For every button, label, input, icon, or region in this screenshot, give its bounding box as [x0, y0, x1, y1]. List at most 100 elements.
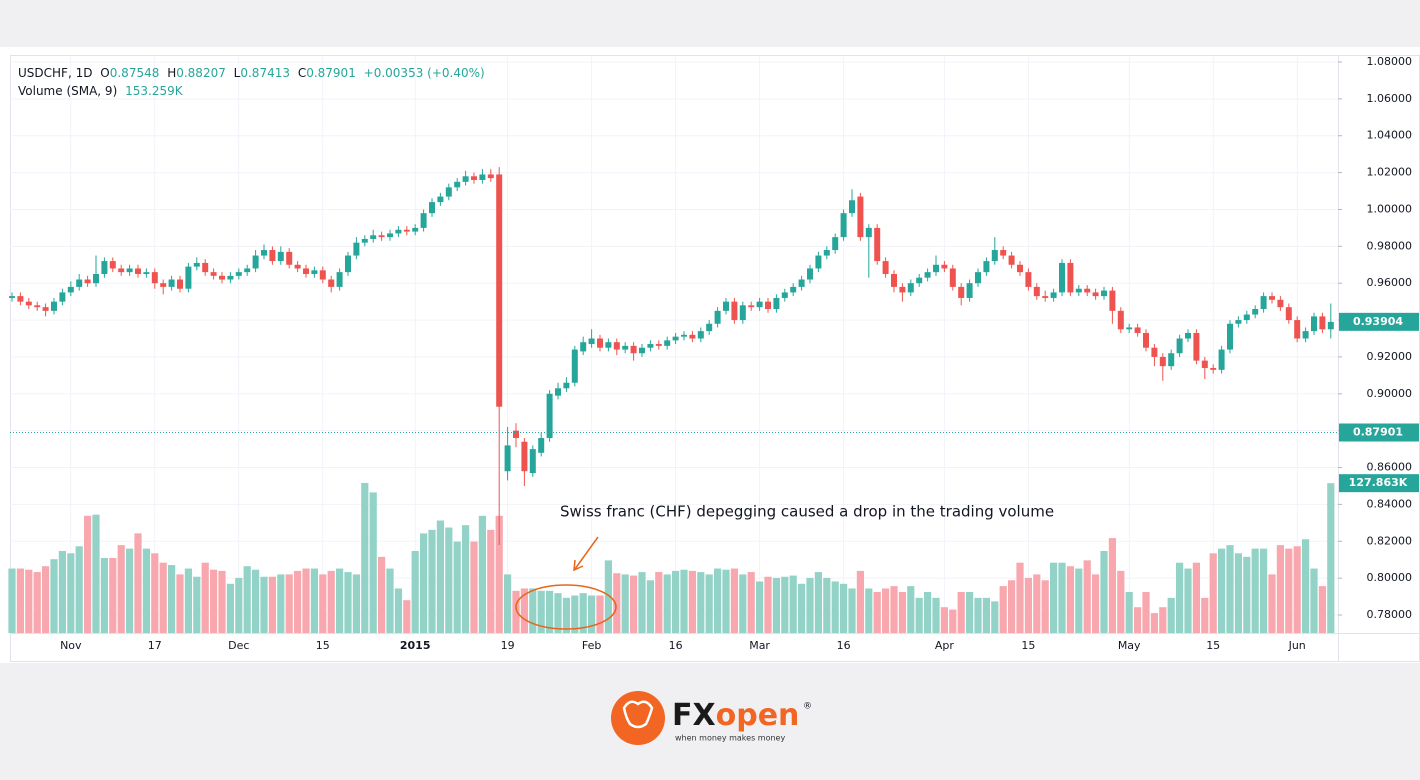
- low-value: 0.87413: [240, 66, 290, 80]
- candle-body: [9, 296, 15, 298]
- x-tick-label: 2015: [400, 639, 431, 652]
- logo: FXopen ® when money makes money: [611, 691, 812, 745]
- volume-bar: [1302, 539, 1310, 633]
- candle-body: [126, 268, 133, 273]
- close-label: C: [298, 66, 306, 80]
- volume-bar: [235, 577, 243, 633]
- candle-body: [1168, 353, 1175, 367]
- candle-body: [949, 268, 956, 287]
- candle-body: [1084, 288, 1091, 293]
- volume-bar: [1209, 553, 1217, 633]
- candle-body: [412, 227, 419, 232]
- volume-bar: [999, 586, 1007, 633]
- candle-body: [252, 255, 259, 269]
- volume-bar: [1184, 568, 1192, 633]
- candle-body: [916, 277, 923, 284]
- volume-bar: [730, 568, 738, 633]
- volume-bar: [117, 545, 125, 633]
- candle-body: [899, 286, 906, 293]
- candle-body: [529, 449, 536, 474]
- volume-bar: [554, 593, 562, 633]
- y-tick-label: 0.90000: [1367, 387, 1413, 400]
- volume-bar: [16, 568, 24, 633]
- candle-body: [958, 286, 965, 298]
- y-tick-label: 0.96000: [1367, 276, 1413, 289]
- candle-body: [874, 227, 881, 262]
- volume-bar: [1327, 483, 1335, 633]
- volume-bar: [772, 577, 780, 633]
- volume-bar: [159, 562, 167, 633]
- candle-body: [1260, 296, 1267, 310]
- volume-bar: [588, 595, 596, 633]
- volume-bar: [882, 588, 890, 633]
- candle-body: [714, 310, 721, 324]
- candle-body: [1302, 331, 1309, 339]
- volume-bar: [663, 574, 671, 633]
- candle-body: [403, 229, 410, 232]
- candle-body: [1067, 262, 1074, 293]
- volume-bar: [1159, 607, 1167, 633]
- volume-bar: [33, 572, 41, 633]
- candle-body: [261, 250, 267, 256]
- volume-bar: [1075, 568, 1083, 633]
- volume-bar: [747, 572, 755, 633]
- candle-body: [605, 342, 612, 348]
- candle-body: [907, 283, 914, 293]
- candle-body: [277, 251, 284, 262]
- volume-bar: [831, 581, 839, 633]
- last-price-label: 0.87901: [1353, 425, 1403, 438]
- volume-bar: [294, 570, 302, 633]
- candle-body: [597, 338, 603, 348]
- volume-bar: [243, 566, 251, 633]
- candle-body: [924, 272, 931, 278]
- volume-bar: [823, 577, 831, 633]
- candle-body: [244, 268, 251, 273]
- volume-bar: [1318, 586, 1326, 633]
- volume-bar: [873, 591, 881, 633]
- candle-body: [815, 255, 822, 269]
- candle-body: [420, 213, 427, 228]
- x-tick-label: 16: [669, 639, 683, 652]
- y-tick-label: 0.82000: [1367, 534, 1413, 547]
- candle-body: [1176, 338, 1183, 354]
- candle-body: [563, 382, 570, 389]
- candle-body: [521, 441, 528, 472]
- x-tick-label: 17: [148, 639, 162, 652]
- volume-bar: [982, 597, 990, 633]
- candle-body: [1017, 264, 1023, 273]
- volume-bar: [1167, 597, 1175, 633]
- candle-body: [93, 273, 99, 284]
- x-tick-label: 15: [1021, 639, 1035, 652]
- candle-body: [731, 301, 738, 321]
- volume-bar: [1125, 591, 1133, 633]
- candle-body: [437, 196, 444, 203]
- volume-bar: [403, 600, 411, 633]
- open-label: O: [100, 66, 109, 80]
- volume-bar: [8, 568, 16, 633]
- volume-bar: [680, 569, 688, 633]
- candle-body: [319, 270, 326, 280]
- candle-body: [395, 229, 402, 234]
- volume-bar: [1134, 607, 1142, 633]
- volume-bar: [907, 586, 915, 633]
- volume-bar: [722, 569, 730, 633]
- volume-bar: [974, 597, 982, 633]
- candle-body: [798, 279, 805, 287]
- candle-body: [51, 301, 57, 311]
- volume-bar: [50, 559, 58, 633]
- volume-bar: [361, 483, 369, 633]
- candle-body: [59, 292, 66, 302]
- candle-body: [1101, 290, 1107, 297]
- candle-body: [34, 305, 41, 308]
- volume-bar: [781, 576, 789, 633]
- x-tick-label: Feb: [582, 639, 601, 652]
- volume-bar: [714, 568, 722, 633]
- candle-body: [781, 292, 788, 298]
- volume-bar: [848, 588, 856, 633]
- volume-bar: [470, 541, 478, 633]
- candle-body: [1269, 296, 1275, 300]
- volume-bar: [562, 597, 570, 633]
- candle-body: [294, 264, 301, 269]
- annotation-ellipse: [515, 584, 617, 630]
- volume-bar: [756, 581, 764, 633]
